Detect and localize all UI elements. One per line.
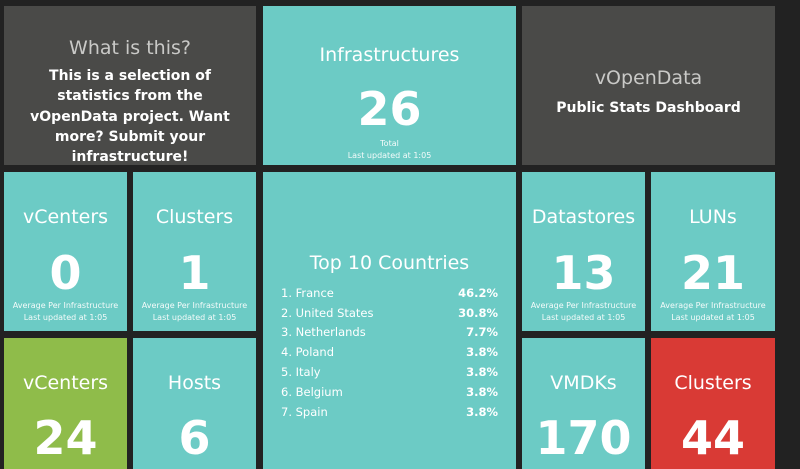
infrastructures-caption: Total [380, 139, 399, 148]
datastores-average-widget: Datastores 13 Average Per Infrastructure… [522, 172, 645, 331]
country-name: 3. Netherlands [281, 325, 366, 340]
country-name: 6. Belgium [281, 384, 343, 399]
datastores-average-value: 13 [551, 246, 616, 300]
country-name: 1. France [281, 285, 334, 300]
vmdks-value: 170 [535, 411, 632, 465]
clusters-average-updated: Last updated at 1:05 [152, 313, 237, 322]
brand-title: vOpenData [594, 67, 703, 89]
about-widget: What is this? This is a selection of sta… [4, 6, 256, 165]
brand-widget: vOpenData Public Stats Dashboard [522, 6, 775, 165]
clusters-average-widget: Clusters 1 Average Per Infrastructure La… [133, 172, 256, 331]
country-row: 4. Poland 3.8% [281, 342, 498, 362]
vcenters-total-title: vCenters [22, 372, 109, 394]
infrastructures-updated: Last updated at 1:05 [347, 151, 432, 160]
clusters-total-title: Clusters [674, 372, 752, 394]
country-percentage: 30.8% [458, 305, 498, 320]
datastores-average-title: Datastores [531, 206, 636, 228]
country-name: 2. United States [281, 305, 374, 320]
top-countries-widget: Top 10 Countries 1. France 46.2% 2. United… [263, 172, 516, 469]
country-name: 4. Poland [281, 345, 335, 360]
infrastructures-title: Infrastructures [319, 44, 460, 66]
luns-average-caption: Average Per Infrastructure [660, 301, 766, 310]
vcenters-total-widget: vCenters 24 [4, 338, 127, 469]
vcenters-average-updated: Last updated at 1:05 [23, 313, 108, 322]
country-percentage: 3.8% [466, 384, 498, 399]
country-percentage: 7.7% [466, 325, 498, 340]
country-name: 5. Italy [281, 365, 321, 380]
country-name: 7. Spain [281, 404, 328, 419]
luns-average-title: LUNs [689, 206, 737, 228]
hosts-title: Hosts [167, 372, 222, 394]
luns-average-updated: Last updated at 1:05 [671, 313, 755, 322]
about-title: What is this? [69, 37, 191, 59]
vcenters-average-widget: vCenters 0 Average Per Infrastructure La… [4, 172, 127, 331]
top-countries-title: Top 10 Countries [309, 252, 470, 274]
country-row: 6. Belgium 3.8% [281, 382, 498, 402]
hosts-widget: Hosts 6 [133, 338, 256, 469]
country-percentage: 3.8% [466, 365, 498, 380]
country-row: 5. Italy 3.8% [281, 362, 498, 382]
infrastructures-value: 26 [357, 82, 422, 136]
datastores-average-updated: Last updated at 1:05 [541, 313, 626, 322]
country-row: 3. Netherlands 7.7% [281, 323, 498, 343]
country-percentage: 3.8% [466, 404, 498, 419]
datastores-average-caption: Average Per Infrastructure [530, 301, 637, 310]
country-row: 1. France 46.2% [281, 283, 498, 303]
clusters-average-title: Clusters [155, 206, 234, 228]
country-percentage: 46.2% [458, 285, 498, 300]
country-row: 2. United States 30.8% [281, 303, 498, 323]
clusters-total-widget: Clusters 44 [651, 338, 775, 469]
clusters-total-value: 44 [680, 411, 745, 465]
brand-subtitle: Public Stats Dashboard [556, 100, 741, 116]
vcenters-average-caption: Average Per Infrastructure [12, 301, 119, 310]
hosts-value: 6 [178, 411, 211, 465]
vmdks-title: VMDKs [550, 372, 617, 394]
luns-average-value: 21 [680, 246, 745, 300]
infrastructures-widget: Infrastructures 26 Total Last updated at… [263, 6, 516, 165]
vcenters-total-value: 24 [33, 411, 98, 465]
luns-average-widget: LUNs 21 Average Per Infrastructure Last … [651, 172, 775, 331]
country-row: 7. Spain 3.8% [281, 402, 498, 422]
about-text: This is a selection of statistics from t… [30, 68, 230, 165]
clusters-average-caption: Average Per Infrastructure [141, 301, 248, 310]
vcenters-average-title: vCenters [22, 206, 109, 228]
vmdks-widget: VMDKs 170 [522, 338, 645, 469]
country-list: 1. France 46.2% 2. United States 30.8% 3. Ne… [281, 283, 498, 422]
vcenters-average-value: 0 [49, 246, 82, 300]
country-percentage: 3.8% [466, 345, 498, 360]
clusters-average-value: 1 [178, 246, 211, 300]
